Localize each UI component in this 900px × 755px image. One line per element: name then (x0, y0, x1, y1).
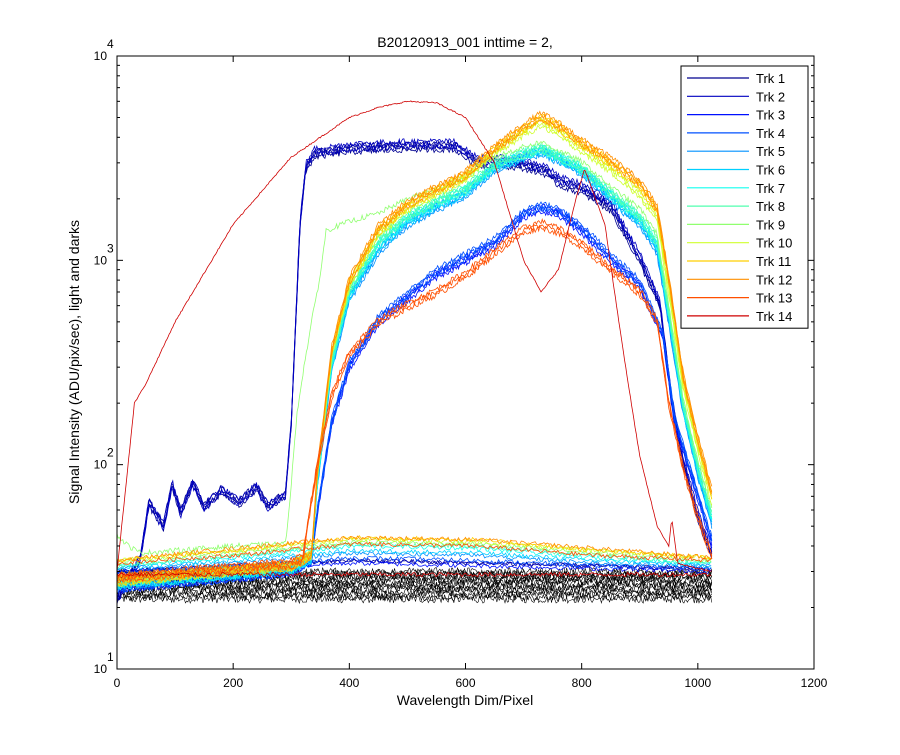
legend-label: Trk 2 (756, 89, 785, 104)
legend-label: Trk 13 (756, 291, 792, 306)
dark-trace (116, 576, 713, 587)
series-line (116, 204, 713, 592)
series-line (116, 203, 713, 588)
dark-trace (116, 591, 713, 602)
legend-label: Trk 14 (756, 309, 792, 324)
series-line (116, 152, 713, 591)
series-line (116, 218, 713, 579)
legend-label: Trk 8 (756, 199, 785, 214)
series-line (116, 140, 713, 601)
x-tick-label: 1000 (684, 676, 711, 690)
legend-label: Trk 6 (756, 163, 785, 178)
y-tick-exponent: 4 (107, 37, 114, 51)
x-tick-label: 200 (223, 676, 243, 690)
y-axis-label: Signal Intensity (ADU/pix/sec), light an… (66, 220, 82, 504)
y-tick-label: 10 (94, 253, 108, 267)
legend-label: Trk 4 (756, 126, 785, 141)
series-dark-line (116, 550, 712, 571)
series-line (116, 118, 713, 588)
y-tick-exponent: 2 (107, 446, 114, 460)
x-tick-label: 800 (572, 676, 592, 690)
y-tick-label: 10 (94, 49, 108, 63)
dark-trace (116, 594, 713, 605)
legend-label: Trk 5 (756, 144, 785, 159)
series-11 (116, 113, 713, 588)
series-line (116, 206, 713, 591)
series-line (116, 149, 713, 591)
y-tick-label: 10 (94, 662, 108, 676)
series-line (116, 140, 713, 556)
series-dark-line (116, 571, 712, 578)
series-line (116, 116, 712, 584)
series-14 (116, 100, 712, 578)
series-line (116, 201, 713, 588)
series-line (116, 114, 713, 581)
legend-label: Trk 12 (756, 272, 792, 287)
series-10 (116, 116, 713, 587)
legend-label: Trk 1 (756, 71, 785, 86)
series-line (116, 137, 713, 597)
legend-label: Trk 10 (756, 236, 792, 251)
y-tick-exponent: 3 (107, 241, 114, 255)
series-line (116, 223, 713, 580)
series-4 (116, 201, 713, 595)
legend-label: Trk 3 (756, 108, 785, 123)
series-line (116, 205, 713, 595)
x-tick-label: 600 (455, 676, 475, 690)
series-traces (116, 100, 713, 605)
series-line (116, 100, 712, 572)
series-1 (116, 139, 713, 605)
legend-box (680, 65, 809, 329)
series-line (116, 144, 713, 601)
series-13 (116, 218, 713, 583)
x-tick-label: 0 (114, 676, 121, 690)
x-tick-label: 400 (339, 676, 359, 690)
series-3 (116, 203, 713, 594)
series-line (116, 210, 713, 594)
x-tick-label: 1200 (801, 676, 828, 690)
y-tick-exponent: 1 (107, 650, 114, 664)
chart-title: B20120913_001 inttime = 2, (377, 34, 553, 50)
series-dark-line (116, 541, 712, 566)
x-axis-label: Wavelength Dim/Pixel (397, 692, 533, 708)
dark-trace (116, 578, 713, 589)
legend: Trk 1 Trk 2 Trk 3 Trk 4 Trk 5 Trk 6 Trk 7 Trk 8… (680, 65, 809, 329)
legend-label: Trk 9 (756, 217, 785, 232)
legend-label: Trk 11 (756, 254, 791, 269)
series-line (116, 122, 713, 584)
legend-label: Trk 7 (756, 181, 785, 196)
series-line (116, 225, 713, 583)
y-tick-label: 10 (94, 458, 108, 472)
series-line (116, 119, 713, 584)
series-dark-line (116, 535, 712, 563)
